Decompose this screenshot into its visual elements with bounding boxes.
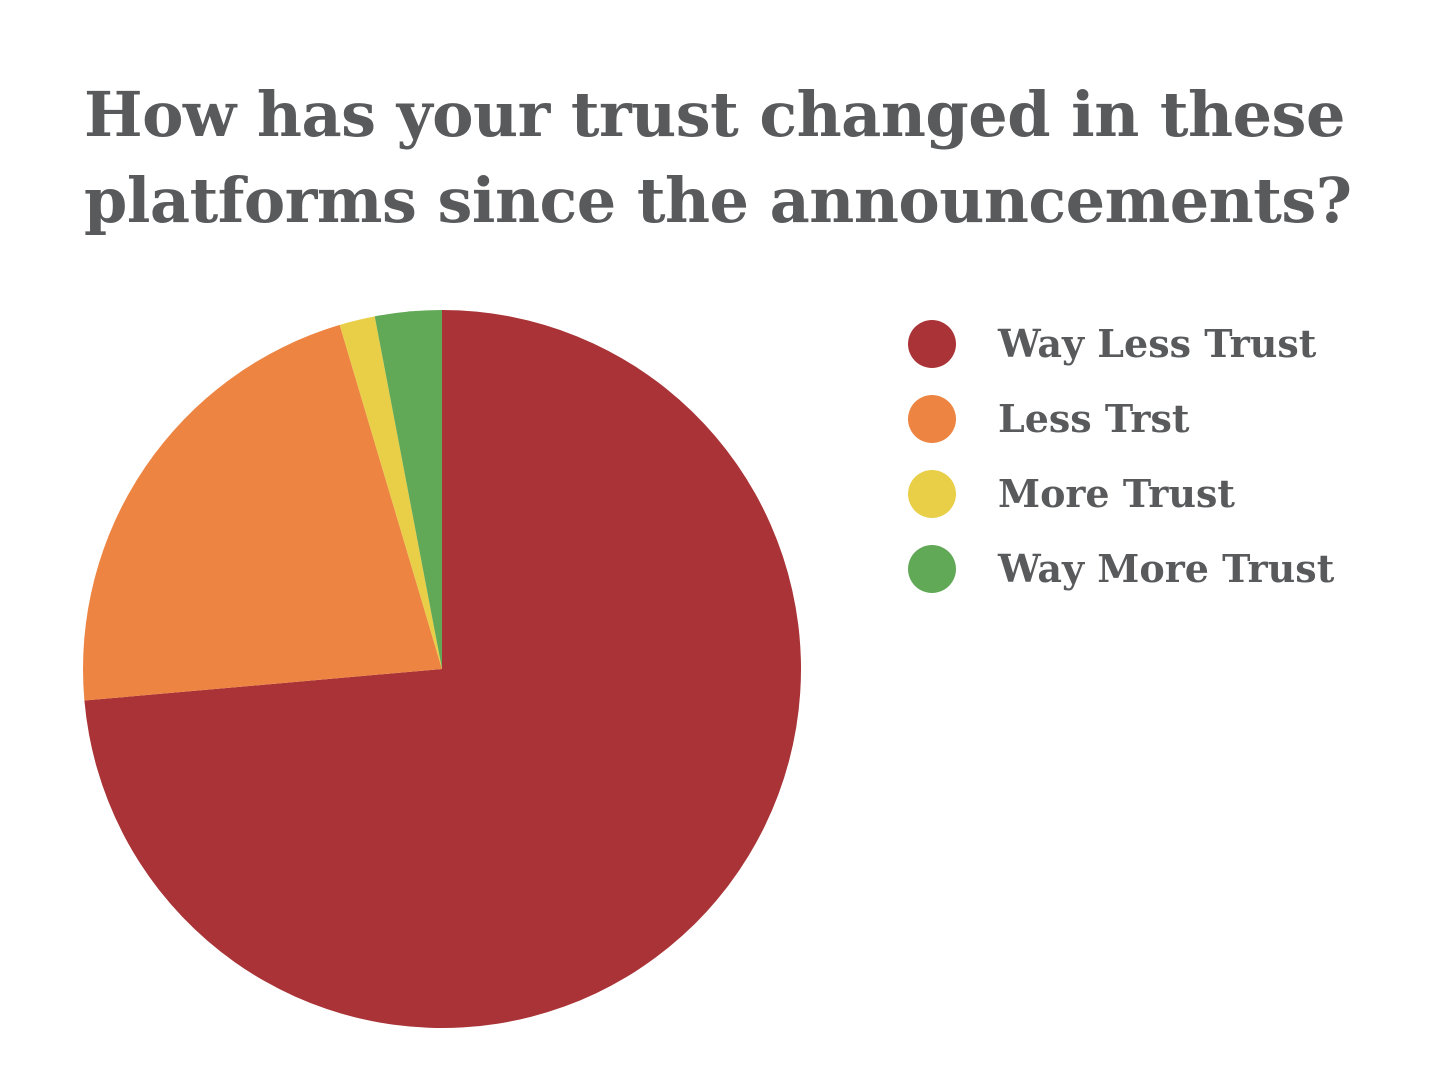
pie-slice-more-trust (339, 316, 442, 669)
legend-swatch (908, 394, 956, 443)
legend-item: More Trust (908, 456, 1334, 531)
pie-slice-way-less-trust (84, 310, 801, 1028)
legend-swatch (908, 544, 956, 593)
pie-slice-way-more-trust (374, 310, 442, 669)
legend-label: Way Less Trust (998, 321, 1317, 366)
legend-label: Less Trst (998, 396, 1190, 441)
legend-item: Way More Trust (908, 531, 1334, 606)
pie-slice-less-trst (83, 324, 443, 701)
legend-item: Way Less Trust (908, 306, 1334, 381)
chart-title: How has your trust changed in these plat… (84, 78, 1352, 237)
legend-label: Way More Trust (998, 546, 1335, 591)
legend-item: Less Trst (908, 381, 1334, 456)
legend-swatch (908, 319, 956, 368)
chart-legend: Way Less Trust Less Trst More Trust Way Mor… (908, 306, 1334, 606)
pie-chart (83, 310, 801, 1028)
legend-swatch (908, 469, 956, 518)
legend-label: More Trust (998, 471, 1235, 516)
